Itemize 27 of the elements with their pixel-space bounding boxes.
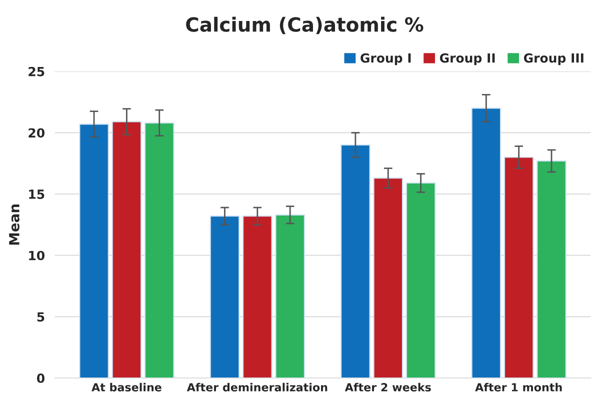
bar [112, 121, 142, 378]
bar [144, 122, 174, 378]
x-tick-label: After demineralization [186, 382, 328, 392]
x-tick-label: After 1 month [475, 382, 562, 392]
legend-label: Group II [440, 53, 495, 66]
y-axis-title: Mean [9, 204, 20, 245]
bar [406, 182, 436, 378]
bar [340, 144, 370, 378]
chart-title: Calcium (Ca)atomic % [186, 16, 424, 34]
bar [242, 216, 272, 378]
y-tick-label: 25 [28, 66, 44, 76]
bar [504, 156, 534, 378]
y-tick-label: 0 [36, 373, 44, 383]
y-tick-label: 20 [28, 128, 44, 138]
legend-label: Group I [360, 53, 411, 66]
bar [373, 178, 404, 378]
y-tick-label: 5 [37, 312, 44, 322]
legend-label: Group III [524, 53, 584, 66]
bar [79, 124, 109, 378]
x-tick-label: At baseline [92, 382, 162, 392]
bar [275, 214, 306, 378]
bar [471, 108, 502, 378]
bar [536, 160, 566, 378]
y-tick-label: 10 [29, 250, 44, 260]
y-tick-label: 15 [29, 190, 44, 199]
x-tick-label: After 2 weeks [344, 382, 431, 392]
bar [210, 216, 240, 378]
